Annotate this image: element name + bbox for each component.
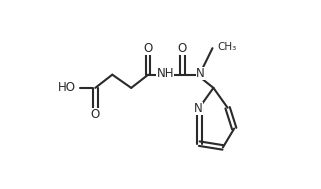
Text: N: N [196,67,205,80]
Text: CH₃: CH₃ [217,42,237,52]
Text: HO: HO [57,81,75,94]
Text: O: O [143,42,153,55]
Text: O: O [178,42,187,55]
Text: NH: NH [156,67,174,80]
Text: O: O [91,108,100,121]
Text: N: N [194,102,203,115]
